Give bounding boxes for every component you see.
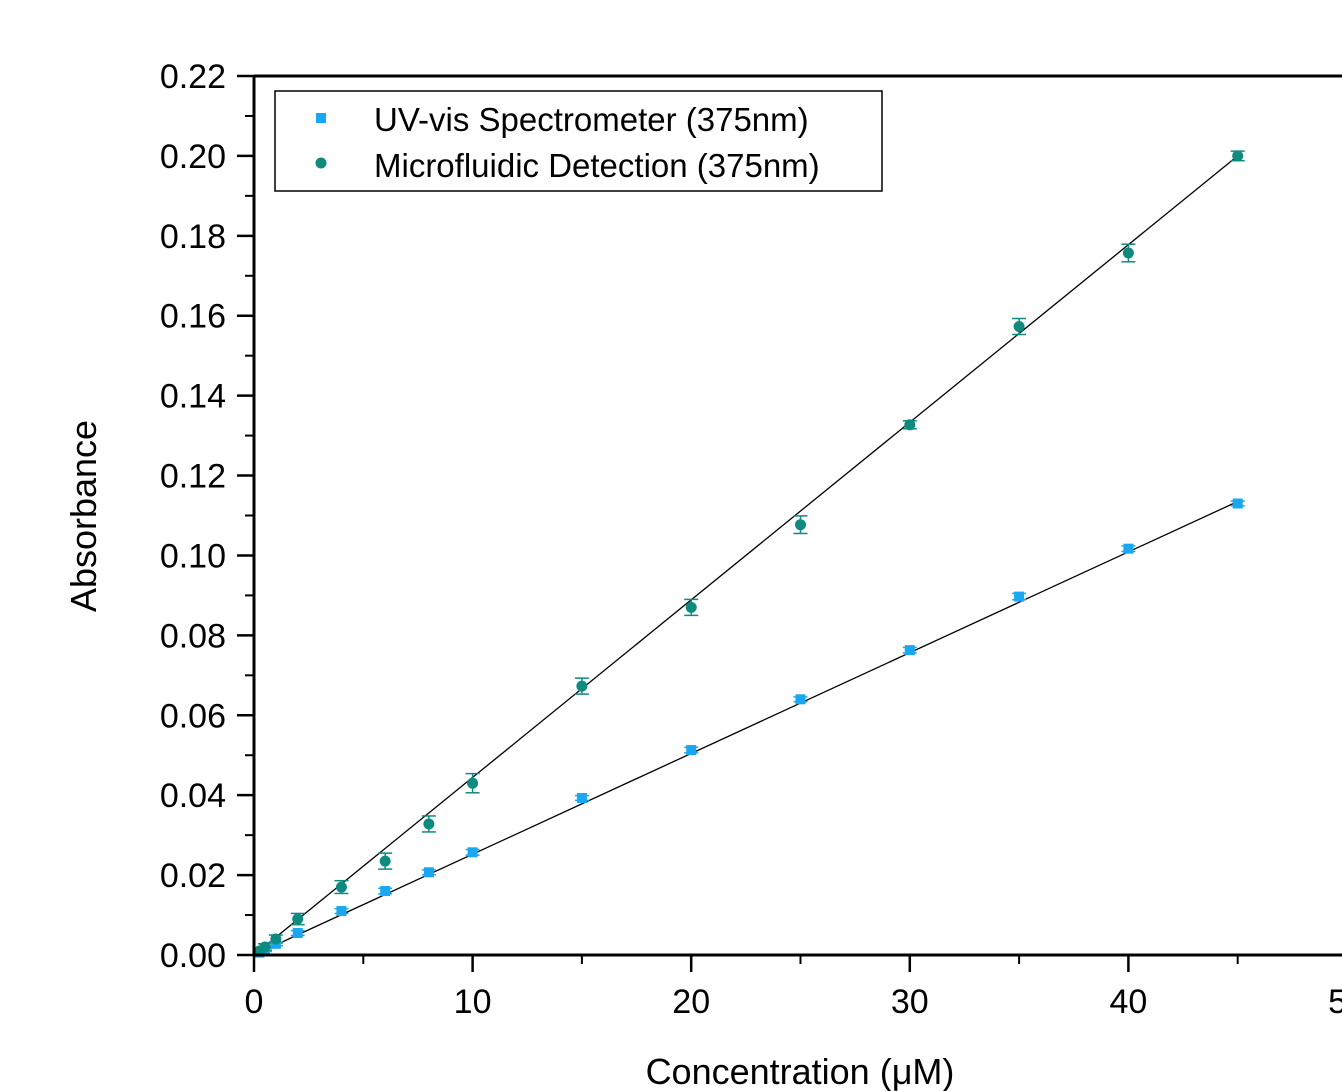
legend-square-marker: [316, 113, 326, 123]
x-tick-label: 20: [672, 983, 710, 1021]
legend: UV-vis Spectrometer (375nm) Microfluidic…: [274, 90, 883, 192]
data-point-circle: [379, 855, 391, 867]
data-point-square: [1123, 543, 1134, 554]
legend-label-uv-vis: UV-vis Spectrometer (375nm): [374, 101, 809, 138]
y-tick-label: 0.06: [160, 697, 226, 735]
data-point-square: [904, 645, 915, 656]
data-point-circle: [576, 680, 588, 692]
fit-line-series-0: [253, 500, 1238, 956]
x-axis-title: Concentration (μM): [646, 1051, 955, 1091]
y-tick-label: 0.14: [160, 378, 226, 416]
data-point-circle: [1232, 150, 1244, 162]
y-tick-label: 0.18: [160, 218, 226, 256]
fit-line-series-1: [253, 155, 1239, 956]
legend-circle-marker: [315, 157, 327, 169]
data-point-square: [336, 906, 347, 917]
y-tick-label: 0.12: [160, 458, 226, 496]
y-tick-label: 0.22: [160, 58, 226, 96]
data-point-square: [795, 694, 806, 705]
y-tick-label: 0.00: [160, 937, 226, 975]
plot-clip-area: [252, 150, 1245, 958]
x-tick-label: 10: [454, 983, 492, 1021]
data-point-square: [576, 792, 587, 803]
x-axis-ticks: 0 10 20 30 40 50: [245, 955, 1342, 1021]
x-tick-label: 50: [1328, 983, 1342, 1021]
data-point-square: [292, 928, 303, 939]
data-markers: [253, 150, 1244, 958]
data-point-circle: [423, 818, 435, 830]
legend-box: [274, 90, 883, 192]
data-point-square: [380, 886, 391, 897]
data-point-circle: [1013, 321, 1025, 333]
y-tick-label: 0.16: [160, 298, 226, 336]
data-point-circle: [292, 913, 304, 925]
data-point-circle: [685, 601, 697, 613]
data-point-square: [423, 867, 434, 878]
y-tick-label: 0.20: [160, 138, 226, 176]
data-point-square: [1014, 591, 1025, 602]
data-point-square: [1232, 498, 1243, 509]
data-point-circle: [270, 933, 282, 945]
y-tick-label: 0.10: [160, 537, 226, 575]
data-point-square: [686, 745, 697, 756]
y-axis-title: Absorbance: [63, 420, 104, 612]
x-tick-label: 30: [891, 983, 929, 1021]
data-point-square: [467, 847, 478, 858]
y-tick-label: 0.02: [160, 857, 226, 895]
data-point-circle: [1122, 247, 1134, 259]
x-tick-label: 40: [1109, 983, 1147, 1021]
data-point-circle: [904, 419, 916, 431]
fit-lines: [253, 155, 1239, 956]
legend-label-microfluidic: Microfluidic Detection (375nm): [374, 147, 820, 184]
data-point-circle: [335, 881, 347, 893]
x-tick-label: 0: [245, 983, 264, 1021]
data-point-circle: [259, 941, 271, 953]
y-tick-label: 0.08: [160, 617, 226, 655]
y-tick-label: 0.04: [160, 777, 226, 815]
data-point-circle: [467, 777, 479, 789]
y-axis-ticks: 0.00 0.02 0.04 0.06 0.08 0.10 0.12 0.14 0.16 0.18…: [160, 58, 254, 975]
data-point-circle: [795, 519, 806, 531]
